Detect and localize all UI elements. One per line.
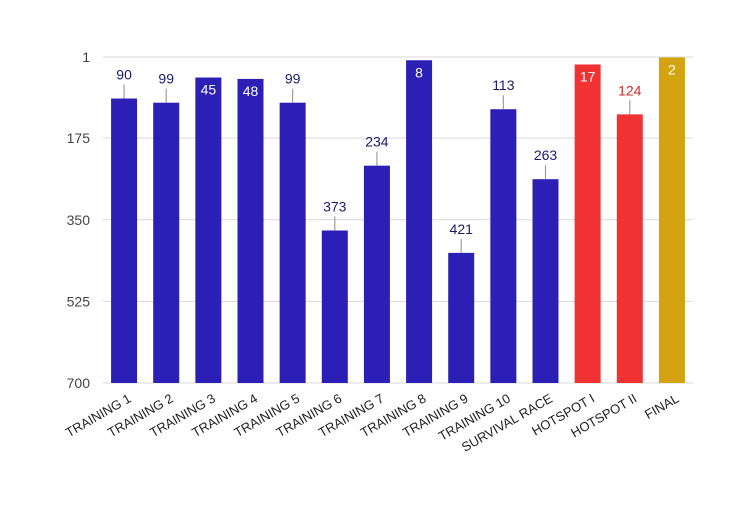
bar (279, 102, 306, 383)
data-labels: 90 99 45 48 99 373 234 8 421 113 263 17 124 2 (116, 61, 676, 253)
bar (406, 60, 433, 384)
data-label: 2 (668, 61, 676, 77)
data-label: 263 (534, 147, 558, 163)
data-label: 99 (158, 71, 174, 87)
bar (574, 64, 601, 383)
data-label: 113 (492, 77, 515, 93)
bar (321, 230, 348, 383)
bar (616, 114, 643, 383)
data-label: 99 (285, 71, 301, 87)
data-label: 90 (116, 67, 132, 83)
y-tick-label: 175 (67, 130, 91, 146)
data-label: 234 (365, 134, 389, 150)
bar (448, 252, 475, 383)
y-tick-label: 350 (67, 212, 91, 228)
bar (111, 98, 138, 383)
bar (658, 57, 685, 384)
bar (490, 109, 517, 383)
bar (195, 77, 222, 383)
data-label: 124 (618, 82, 642, 98)
data-label: 8 (415, 64, 423, 80)
bar (363, 165, 390, 383)
x-category-label: FINAL (642, 391, 681, 422)
bars (111, 57, 685, 384)
data-label: 373 (323, 198, 347, 214)
y-tick-label: 525 (67, 293, 91, 309)
y-tick-label: 1 (82, 49, 90, 65)
data-label: 421 (450, 221, 474, 237)
bar (532, 179, 559, 383)
data-label: 17 (580, 68, 596, 84)
bar (237, 78, 264, 383)
data-label: 48 (243, 83, 259, 99)
y-tick-label: 700 (67, 375, 91, 391)
data-label: 45 (201, 82, 217, 98)
y-axis-tick-labels: 1 175 350 525 700 (67, 49, 91, 391)
gridlines (103, 56, 693, 384)
bar (153, 102, 180, 383)
